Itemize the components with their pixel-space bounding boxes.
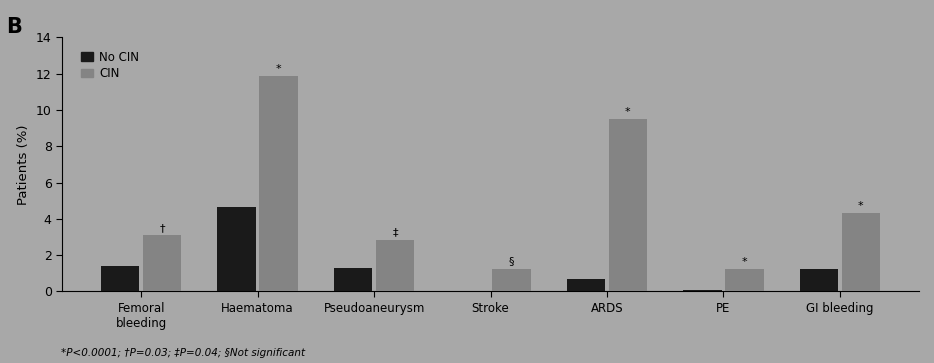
Bar (143, 235, 181, 291)
Bar (375, 240, 415, 291)
Text: *: * (858, 201, 864, 211)
Text: *: * (742, 257, 747, 266)
Y-axis label: Patients (%): Patients (%) (17, 124, 30, 205)
Bar (800, 269, 838, 291)
Bar (842, 213, 880, 291)
Bar (450, 290, 488, 291)
Text: §: § (509, 257, 515, 266)
Text: B: B (7, 17, 22, 37)
Bar (725, 269, 764, 291)
Legend: No CIN, CIN: No CIN, CIN (77, 46, 144, 85)
Bar (218, 207, 256, 291)
Bar (609, 119, 647, 291)
Bar (260, 76, 298, 291)
Text: ‡: ‡ (392, 228, 398, 237)
Bar (101, 266, 139, 291)
Text: *: * (625, 107, 630, 117)
Text: †: † (160, 223, 165, 233)
Bar (684, 290, 722, 291)
Bar (492, 269, 531, 291)
Bar (567, 279, 605, 291)
Text: *: * (276, 64, 281, 74)
Bar (333, 268, 373, 291)
Text: *P<0.0001; †P=0.03; ‡P=0.04; §Not significant: *P<0.0001; †P=0.03; ‡P=0.04; §Not signif… (61, 347, 304, 358)
